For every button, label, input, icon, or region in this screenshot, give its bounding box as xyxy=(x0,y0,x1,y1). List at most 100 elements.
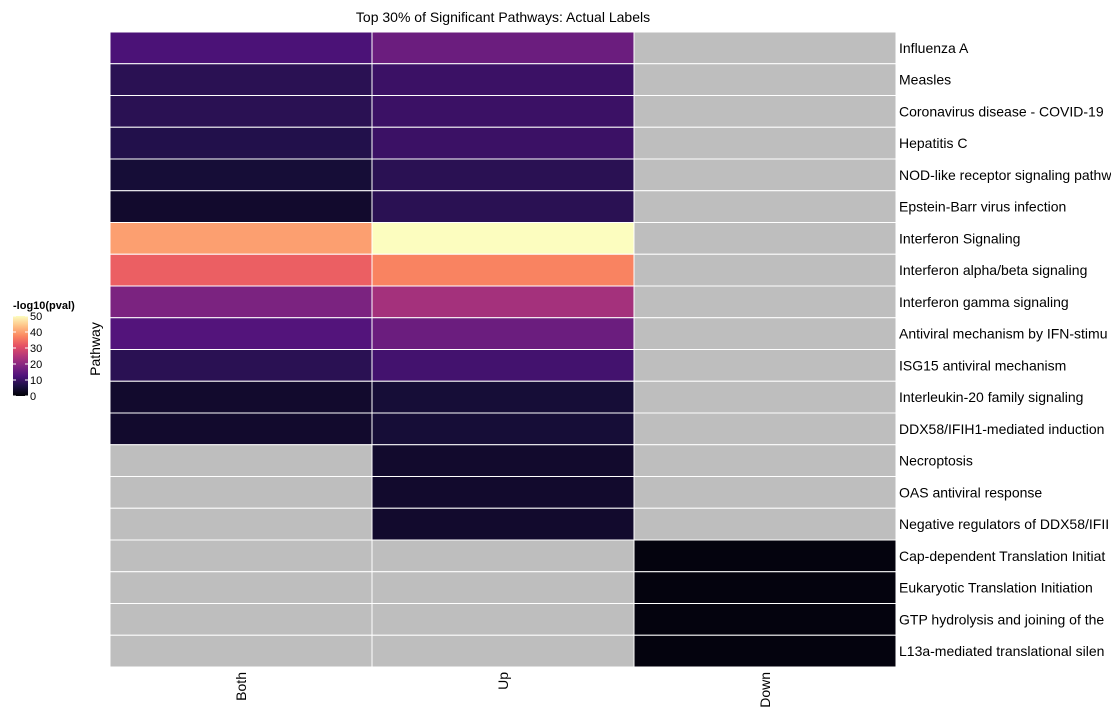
heatmap-cell xyxy=(109,190,373,223)
heatmap-cell xyxy=(633,507,897,541)
heatmap-cell xyxy=(371,412,635,446)
heatmap-cell xyxy=(371,190,635,223)
heatmap-cell xyxy=(109,539,373,573)
heatmap-cell xyxy=(633,31,897,65)
heatmap-cell xyxy=(633,63,897,96)
heatmap-cell xyxy=(633,571,897,604)
heatmap-cell xyxy=(371,285,635,319)
heatmap-cell xyxy=(371,507,635,541)
heatmap-cell xyxy=(109,317,373,350)
heatmap-cell xyxy=(371,95,635,128)
heatmap-cell xyxy=(371,380,635,414)
row-label: Epstein-Barr virus infection xyxy=(899,199,1066,215)
row-label: Necroptosis xyxy=(899,453,973,469)
column-labels: Both Up Down xyxy=(233,672,773,708)
heatmap-cell xyxy=(633,253,897,287)
row-label: Eukaryotic Translation Initiation xyxy=(899,580,1093,596)
heatmap-cells xyxy=(109,31,897,668)
heatmap-cell xyxy=(371,603,635,636)
heatmap-cell xyxy=(633,190,897,223)
legend-tick-label: 20 xyxy=(30,359,42,371)
legend-tick-label: 30 xyxy=(30,343,42,355)
heatmap-cell xyxy=(109,63,373,96)
legend-colorbar xyxy=(13,316,28,396)
row-label: GTP hydrolysis and joining of the xyxy=(899,611,1104,627)
row-labels: Influenza A Measles Coronavirus disease - … xyxy=(899,40,1111,659)
heatmap-cell xyxy=(109,349,373,382)
heatmap-cell xyxy=(371,571,635,604)
heatmap-cell xyxy=(633,126,897,160)
heatmap-cell xyxy=(633,317,897,350)
legend-tick-label: 50 xyxy=(30,311,42,323)
heatmap-cell xyxy=(109,603,373,636)
row-label: Hepatitis C xyxy=(899,135,967,151)
heatmap-cell xyxy=(109,634,373,668)
heatmap-cell xyxy=(109,285,373,319)
legend-tick-label: 0 xyxy=(30,391,36,403)
row-label: NOD-like receptor signaling pathw xyxy=(899,167,1111,183)
heatmap-cell xyxy=(371,317,635,350)
heatmap-cell xyxy=(109,380,373,414)
row-label: Antiviral mechanism by IFN-stimu xyxy=(899,326,1108,342)
heatmap-cell xyxy=(633,158,897,192)
heatmap-cell xyxy=(109,253,373,287)
row-label: Interleukin-20 family signaling xyxy=(899,389,1083,405)
heatmap-cell xyxy=(109,444,373,477)
heatmap-cell xyxy=(109,476,373,509)
row-label: Influenza A xyxy=(899,40,969,56)
heatmap-cell xyxy=(633,603,897,636)
heatmap-cell xyxy=(371,158,635,192)
heatmap-cell xyxy=(633,539,897,573)
chart-title: Top 30% of Significant Pathways: Actual … xyxy=(356,9,650,25)
heatmap-cell xyxy=(633,444,897,477)
legend-ticks: 0 10 20 30 40 50 xyxy=(13,311,42,403)
row-label: Measles xyxy=(899,72,951,88)
heatmap-cell xyxy=(371,31,635,65)
heatmap-cell xyxy=(371,253,635,287)
y-axis-title: Pathway xyxy=(87,322,103,376)
heatmap-cell xyxy=(633,222,897,255)
heatmap-cell xyxy=(371,349,635,382)
row-label: Interferon Signaling xyxy=(899,230,1020,246)
heatmap-cell xyxy=(633,380,897,414)
heatmap-cell xyxy=(371,634,635,668)
heatmap-cell xyxy=(109,507,373,541)
heatmap-cell xyxy=(371,476,635,509)
heatmap-cell xyxy=(371,444,635,477)
row-label: Interferon gamma signaling xyxy=(899,294,1069,310)
heatmap-cell xyxy=(109,571,373,604)
color-legend: -log10(pval) 0 10 20 30 40 50 xyxy=(13,300,75,403)
row-label: Coronavirus disease - COVID-19 xyxy=(899,103,1104,119)
legend-tick-label: 40 xyxy=(30,327,42,339)
row-label: Cap-dependent Translation Initiat xyxy=(899,548,1105,564)
heatmap-cell xyxy=(371,126,635,160)
column-label: Down xyxy=(757,672,773,708)
heatmap-cell xyxy=(109,158,373,192)
row-label: Interferon alpha/beta signaling xyxy=(899,262,1087,278)
heatmap-cell xyxy=(371,222,635,255)
row-label: L13a-mediated translational silen xyxy=(899,643,1104,659)
row-label: OAS antiviral response xyxy=(899,484,1042,500)
heatmap-cell xyxy=(633,349,897,382)
row-label: Negative regulators of DDX58/IFII xyxy=(899,516,1109,532)
heatmap-cell xyxy=(109,95,373,128)
heatmap-cell xyxy=(633,412,897,446)
heatmap-cell xyxy=(633,95,897,128)
heatmap-cell xyxy=(109,31,373,65)
heatmap-cell xyxy=(633,285,897,319)
row-label: ISG15 antiviral mechanism xyxy=(899,357,1066,373)
row-label: DDX58/IFIH1-mediated induction xyxy=(899,421,1104,437)
legend-tick-label: 10 xyxy=(30,375,42,387)
heatmap-cell xyxy=(633,476,897,509)
heatmap-cell xyxy=(109,412,373,446)
heatmap-cell xyxy=(371,539,635,573)
column-label: Both xyxy=(233,672,249,701)
heatmap-cell xyxy=(633,634,897,668)
heatmap-cell xyxy=(371,63,635,96)
column-label: Up xyxy=(495,672,511,690)
legend-title: -log10(pval) xyxy=(13,300,75,312)
heatmap-cell xyxy=(109,222,373,255)
heatmap-cell xyxy=(109,126,373,160)
